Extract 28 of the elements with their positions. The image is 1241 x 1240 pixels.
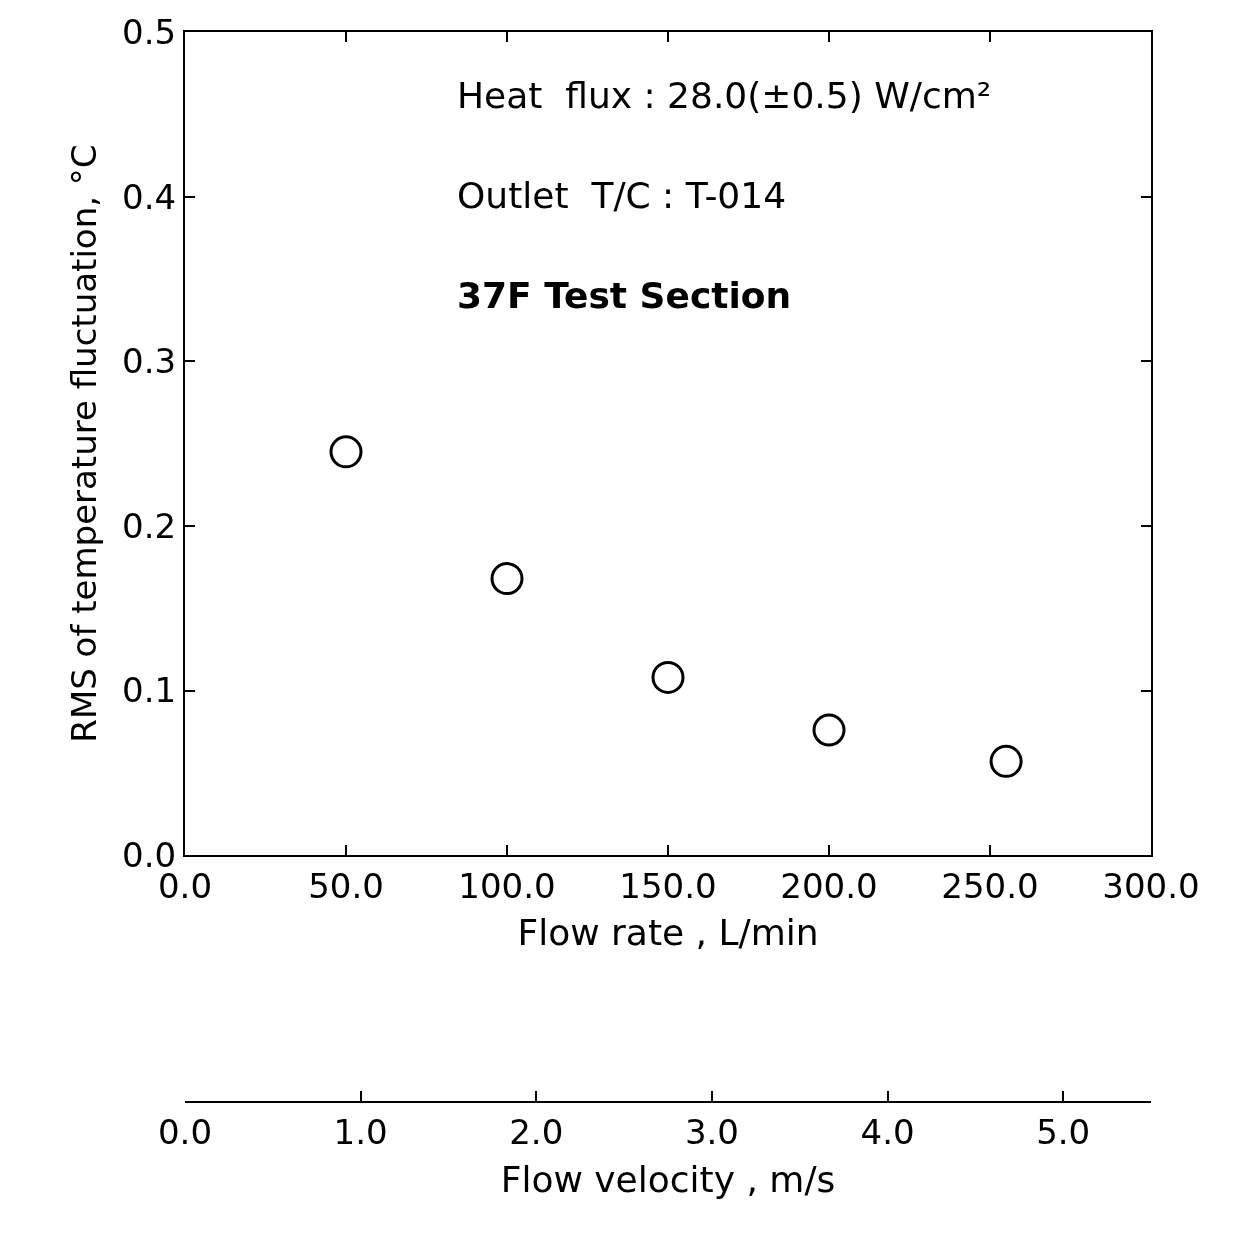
- annotation: Outlet T/C : T-014: [457, 175, 787, 216]
- x2-axis-title: Flow velocity , m/s: [500, 1159, 836, 1201]
- x-tick-label: 50.0: [308, 866, 384, 906]
- x2-tick-label: 5.0: [1036, 1111, 1091, 1152]
- y-axis-title: RMS of temperature fluctuation, °C: [64, 144, 105, 743]
- x-tick-label: 300.0: [1102, 866, 1200, 906]
- y-tick-label: 0.3: [122, 341, 177, 382]
- annotation: Heat flux : 28.0(±0.5) W/cm²: [457, 75, 992, 116]
- point: [651, 660, 685, 694]
- point: [490, 562, 524, 596]
- point: [989, 744, 1023, 778]
- x-axis-title: Flow rate , L/min: [517, 912, 819, 954]
- x2-tick-label: 0.0: [157, 1111, 213, 1152]
- x2-tick-label: 2.0: [509, 1111, 564, 1152]
- y-tick-label: 0.1: [122, 670, 177, 711]
- y-tick-label: 0.2: [122, 505, 177, 546]
- x-tick-label: 250.0: [941, 866, 1039, 906]
- point: [812, 713, 846, 747]
- annotation: 37F Test Section: [457, 275, 792, 316]
- x-tick-label: 200.0: [780, 866, 878, 906]
- x-tick-label: 150.0: [619, 866, 717, 906]
- y-tick-label: 0.4: [122, 176, 177, 217]
- x2-tick-label: 3.0: [684, 1111, 739, 1152]
- x-tick-label: 100.0: [458, 866, 556, 906]
- y-tick-label: 0.5: [122, 11, 177, 52]
- x2-tick-label: 4.0: [860, 1111, 915, 1152]
- point: [329, 435, 363, 469]
- x2-tick-label: 1.0: [333, 1111, 388, 1152]
